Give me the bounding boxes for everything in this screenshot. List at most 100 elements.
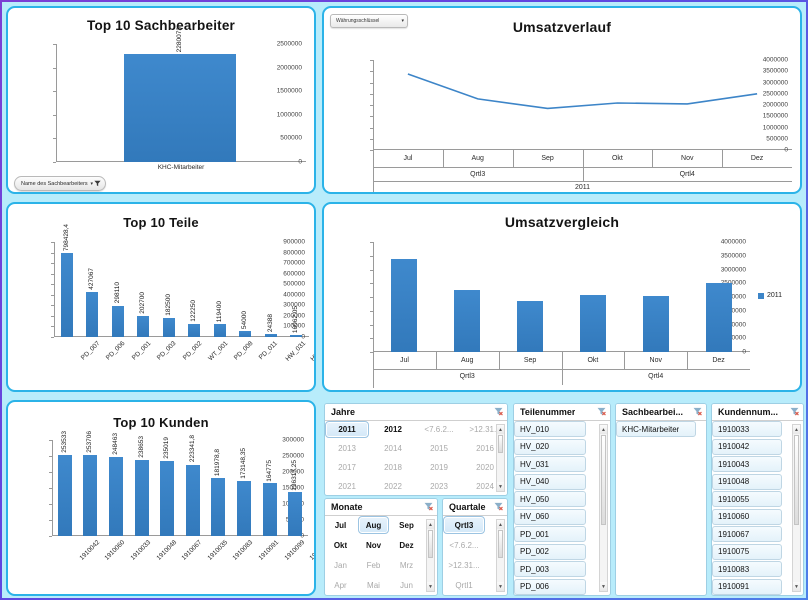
slicer-scrollbar-kundennummer[interactable]: ▲ ▼ xyxy=(792,424,801,592)
slicer-item-monate[interactable]: Feb xyxy=(358,556,389,574)
slicer-item-monate[interactable]: Nov xyxy=(358,536,389,554)
slicer-item-jahre[interactable]: 2021 xyxy=(325,478,369,495)
x-axis-label: PD_001 xyxy=(130,340,153,362)
slicer-item-monate[interactable]: Okt xyxy=(325,536,356,554)
slicer-item-monate[interactable]: Sep xyxy=(391,516,422,534)
slicer-item-kundennummer[interactable]: 1910060 xyxy=(712,508,782,525)
slicer-item-jahre[interactable]: 2018 xyxy=(371,459,415,476)
scroll-down-arrow-icon[interactable]: ▼ xyxy=(427,582,434,591)
axis-divider xyxy=(442,150,444,167)
chart-title-umsatzverlauf: Umsatzverlauf xyxy=(512,19,612,35)
slicer-jahre[interactable]: Jahre 2011 2012 <7.6.2... >12.31... 2013 2014 2… xyxy=(324,403,508,496)
slicer-quartale[interactable]: Quartale Qrtl3 <7.6.2... >12.31... Qrtl1 ▲ ▼ xyxy=(442,498,508,596)
slicer-item-monate[interactable]: Jun xyxy=(391,576,422,594)
slicer-item-sachbearbeiter[interactable]: KHC-Mitarbeiter xyxy=(616,421,696,437)
slicer-item-teilenummer[interactable]: PD_006 xyxy=(514,578,586,595)
scroll-up-arrow-icon[interactable]: ▲ xyxy=(497,425,504,434)
scroll-up-arrow-icon[interactable]: ▲ xyxy=(497,520,504,529)
x-axis-label: 1910048 xyxy=(155,539,178,562)
scroll-down-arrow-icon[interactable]: ▼ xyxy=(793,582,800,591)
slicer-item-jahre[interactable]: 2011 xyxy=(325,421,369,438)
slicer-item-jahre[interactable]: >12.31... xyxy=(463,421,507,438)
filter-pill-sachbearbeiter[interactable]: Name des Sachbearbeiters ▾ xyxy=(14,176,106,191)
slicer-scrollbar-monate[interactable]: ▲ ▼ xyxy=(426,519,435,592)
slicer-item-teilenummer[interactable]: HV_050 xyxy=(514,491,586,507)
slicer-item-label: Jan xyxy=(334,560,347,570)
slicer-item-kundennummer[interactable]: 1910055 xyxy=(712,491,782,507)
slicer-item-jahre[interactable]: 2024 xyxy=(463,478,507,495)
slicer-item-monate[interactable]: Dez xyxy=(391,536,422,554)
slicer-item-jahre[interactable]: 2013 xyxy=(325,440,369,457)
slicer-item-kundennummer[interactable]: 1910033 xyxy=(712,421,782,437)
slicer-item-jahre[interactable]: 2022 xyxy=(371,478,415,495)
slicer-item-teilenummer[interactable]: HV_020 xyxy=(514,438,586,455)
slicer-item-jahre[interactable]: 2014 xyxy=(371,440,415,457)
slicer-item-teilenummer[interactable]: HV_060 xyxy=(514,508,586,525)
slicer-item-quartale[interactable]: Qrtl1 xyxy=(443,576,485,594)
slicer-item-teilenummer[interactable]: HV_010 xyxy=(514,421,586,437)
slicer-item-monate[interactable]: Jan xyxy=(325,556,356,574)
slicer-item-kundennummer[interactable]: 1910083 xyxy=(712,561,782,577)
scroll-down-arrow-icon[interactable]: ▼ xyxy=(600,582,607,591)
scroll-down-arrow-icon[interactable]: ▼ xyxy=(497,482,504,491)
slicer-item-kundennummer[interactable]: 1910075 xyxy=(712,543,782,560)
slicer-item-monate[interactable]: Aug xyxy=(358,516,389,534)
slicer-item-kundennummer[interactable]: 1910042 xyxy=(712,438,782,455)
y-tick-mark xyxy=(53,114,56,116)
slicer-item-teilenummer[interactable]: PD_001 xyxy=(514,526,586,542)
scroll-down-arrow-icon[interactable]: ▼ xyxy=(497,582,504,591)
slicer-item-monate[interactable]: Mrz xyxy=(391,556,422,574)
slicer-item-teilenummer[interactable]: HV_040 xyxy=(514,473,586,490)
clear-filter-icon[interactable] xyxy=(597,407,606,418)
slicer-item-kundennummer[interactable]: 1910091 xyxy=(712,578,782,595)
slicer-scrollbar-jahre[interactable]: ▲ ▼ xyxy=(496,424,505,492)
slicer-item-jahre[interactable]: <7.6.2... xyxy=(417,421,461,438)
scrollbar-thumb[interactable] xyxy=(794,435,799,525)
slicer-item-monate[interactable]: Jul xyxy=(325,516,356,534)
slicer-kundennummer[interactable]: Kundennum... 1910033 1910042 1910043 1910048… xyxy=(711,403,804,596)
slicer-item-jahre[interactable]: 2023 xyxy=(417,478,461,495)
slicer-item-kundennummer[interactable]: 1910067 xyxy=(712,526,782,542)
clear-filter-icon[interactable] xyxy=(424,502,433,513)
slicer-item-jahre[interactable]: 2012 xyxy=(371,421,415,438)
slicer-teilenummer[interactable]: Teilenummer HV_010 HV_020 HV_031 HV_040 HV_05… xyxy=(513,403,611,596)
clear-filter-icon[interactable] xyxy=(790,407,799,418)
slicer-item-teilenummer[interactable]: HV_031 xyxy=(514,456,586,472)
plot-teile: 0 100000 200000 300000 400000 500000 600000 700… xyxy=(51,224,309,341)
y-tick-mark xyxy=(370,127,373,129)
slicer-scrollbar-teilenummer[interactable]: ▲ ▼ xyxy=(599,424,608,592)
y-tick-label: 4000000 xyxy=(720,238,746,246)
slicer-sachbearbeiter[interactable]: Sachbearbei... KHC-Mitarbeiter xyxy=(615,403,707,596)
scrollbar-thumb[interactable] xyxy=(498,435,503,453)
slicer-item-monate[interactable]: Apr xyxy=(325,576,356,594)
slicer-item-jahre[interactable]: 2015 xyxy=(417,440,461,457)
slicer-scrollbar-quartale[interactable]: ▲ ▼ xyxy=(496,519,505,592)
slicer-item-quartale[interactable]: Qrtl3 xyxy=(443,516,485,534)
bar xyxy=(57,454,72,536)
scroll-up-arrow-icon[interactable]: ▲ xyxy=(793,425,800,434)
slicer-item-jahre[interactable]: 2019 xyxy=(417,459,461,476)
scrollbar-thumb[interactable] xyxy=(498,530,503,558)
slicer-item-jahre[interactable]: 2016 xyxy=(463,440,507,457)
clear-filter-icon[interactable] xyxy=(494,502,503,513)
slicer-item-jahre[interactable]: 2020 xyxy=(463,459,507,476)
x-axis-label: 1910091 xyxy=(257,539,281,562)
slicer-item-quartale[interactable]: >12.31... xyxy=(443,556,485,574)
slicer-monate[interactable]: Monate Jul Aug Sep Okt Nov Dez Jan Feb Mrz Apr Mai J… xyxy=(324,498,438,596)
slicer-item-quartale[interactable]: <7.6.2... xyxy=(443,536,485,554)
currency-dropdown[interactable]: Währungsschlüssel ▾ xyxy=(330,14,408,28)
slicer-item-label: HV_060 xyxy=(520,512,549,521)
scrollbar-thumb[interactable] xyxy=(601,435,606,525)
y-tick-label: 400000 xyxy=(283,291,305,299)
scrollbar-thumb[interactable] xyxy=(428,530,433,558)
slicer-item-teilenummer[interactable]: PD_003 xyxy=(514,561,586,577)
clear-filter-icon[interactable] xyxy=(693,407,702,418)
slicer-item-jahre[interactable]: 2017 xyxy=(325,459,369,476)
slicer-item-teilenummer[interactable]: PD_002 xyxy=(514,543,586,560)
slicer-item-monate[interactable]: Mai xyxy=(358,576,389,594)
clear-filter-icon[interactable] xyxy=(494,407,503,418)
scroll-up-arrow-icon[interactable]: ▲ xyxy=(600,425,607,434)
slicer-item-kundennummer[interactable]: 1910048 xyxy=(712,473,782,490)
slicer-item-kundennummer[interactable]: 1910043 xyxy=(712,456,782,472)
scroll-up-arrow-icon[interactable]: ▲ xyxy=(427,520,434,529)
